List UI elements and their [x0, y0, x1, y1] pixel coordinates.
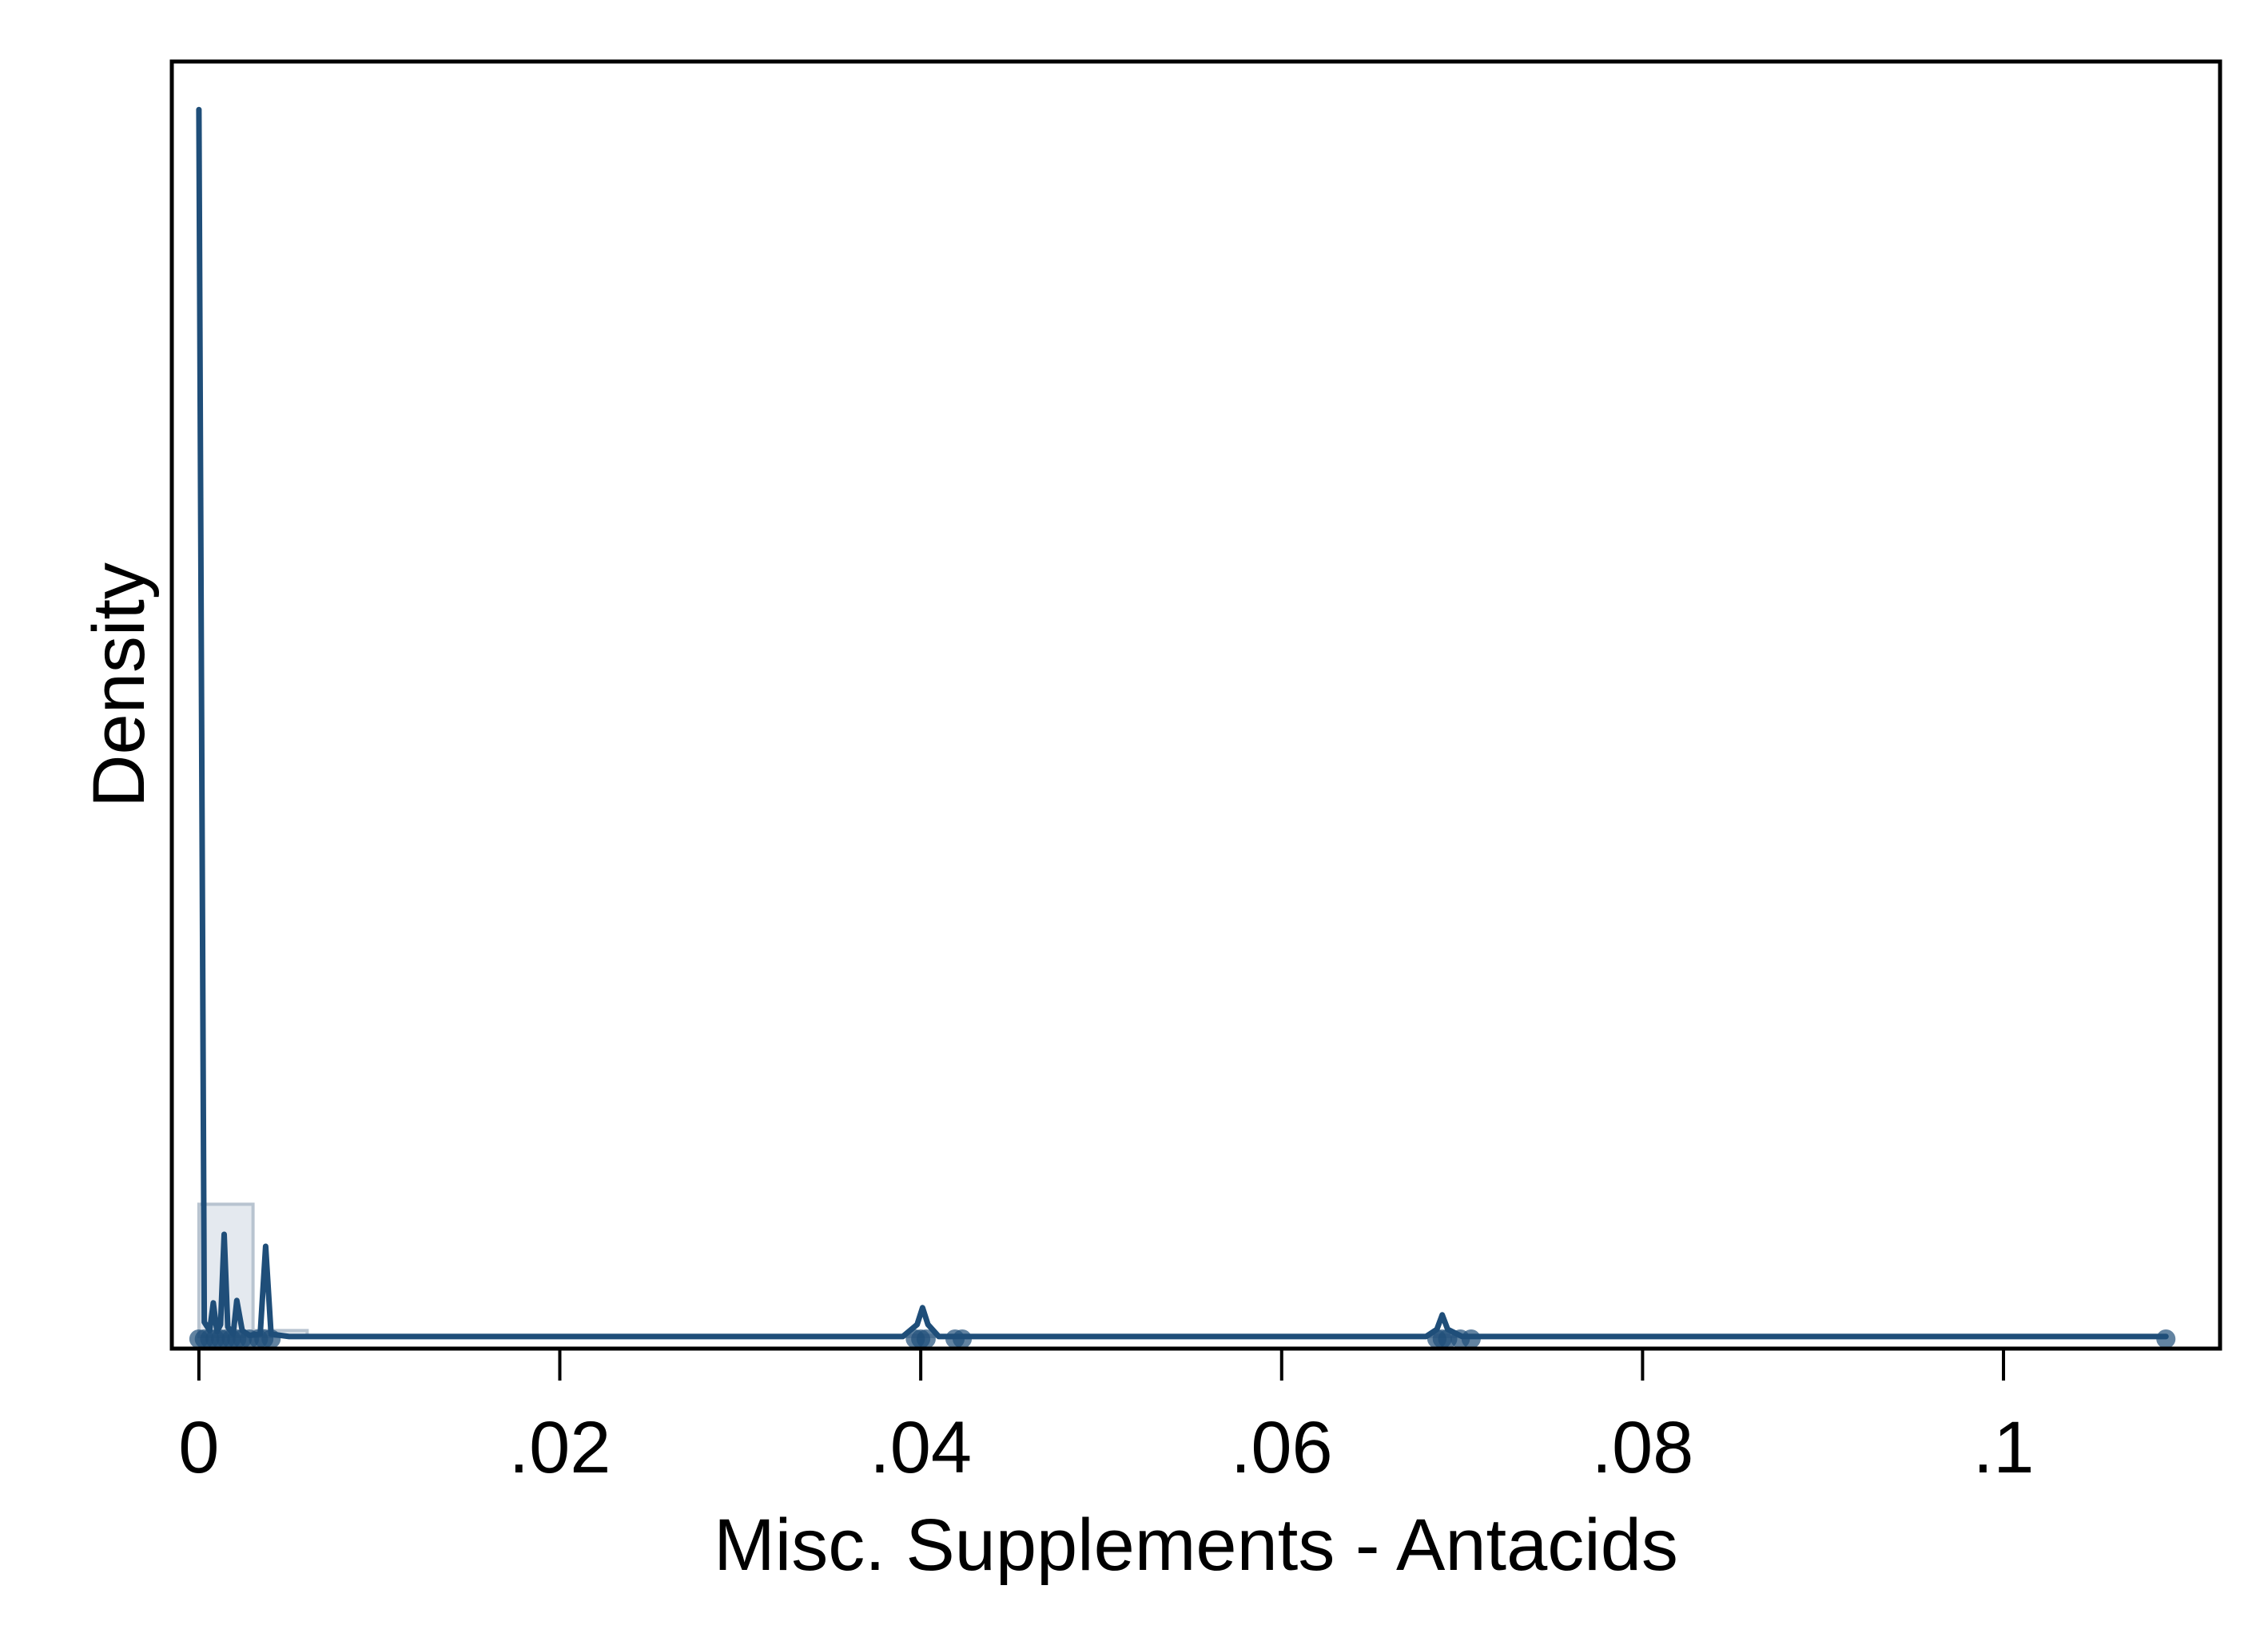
observation-point-12	[261, 1329, 281, 1349]
x-tick-label-3: .06	[1231, 1407, 1333, 1488]
x-axis: 0 .02 .04 .06 .08 .1	[178, 1349, 2034, 1488]
x-tick-label-5: .1	[1973, 1407, 2035, 1488]
observation-point-22	[1461, 1329, 1481, 1349]
x-tick-label-1: .02	[509, 1407, 611, 1488]
x-tick-label-4: .08	[1591, 1407, 1693, 1488]
x-tick-label-2: .04	[869, 1407, 972, 1488]
observation-point-15	[916, 1329, 936, 1349]
x-tick-label-0: 0	[178, 1407, 219, 1488]
plot-frame	[169, 59, 2222, 1351]
observation-point-17	[953, 1329, 973, 1349]
x-axis-label: Misc. Supplements - Antacids	[714, 1504, 1678, 1586]
observation-point-23	[2156, 1329, 2176, 1349]
y-axis-label: Density	[78, 562, 160, 808]
observation-markers	[189, 1329, 2176, 1349]
